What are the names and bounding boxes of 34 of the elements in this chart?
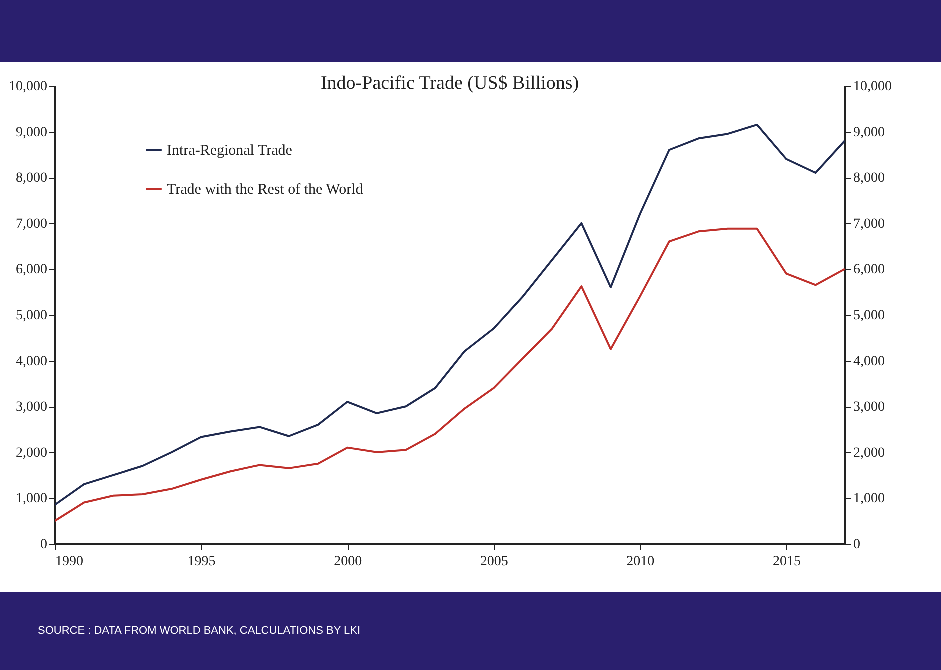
y2-tick-label: 2,000: [854, 446, 885, 461]
x-tick-label: 1990: [56, 554, 84, 570]
y2-tick-label: 5,000: [854, 308, 885, 324]
y2-tick-label: 6,000: [854, 262, 885, 278]
x-tick-label: 1995: [188, 554, 216, 570]
y2-tick-label: 7,000: [854, 216, 885, 232]
y2-tick-label: 3,000: [854, 400, 885, 416]
x-tick-label: 2010: [626, 554, 655, 570]
y2-tick-label: 1,000: [854, 492, 885, 507]
y2-tick-label: 9,000: [854, 125, 885, 140]
y2-tick-label: 8,000: [854, 171, 885, 186]
source-note: SOURCE : DATA FROM WORLD BANK, CALCULATIONS BY LKI: [38, 625, 361, 637]
chart-title: Indo-Pacific Trade (US$ Billions): [320, 73, 580, 94]
x-tick-label: 2000: [334, 554, 362, 570]
y-tick-label: 6,000: [16, 262, 48, 278]
y-tick-label: 1,000: [16, 492, 48, 507]
y-tick-label: 3,000: [16, 400, 48, 416]
y-tick-label: 2,000: [16, 446, 48, 461]
y-tick-label: 5,000: [16, 308, 48, 324]
x-tick-label: 2005: [480, 554, 508, 570]
x-tick-label: 2015: [772, 554, 801, 570]
y-tick-label: 0: [40, 538, 48, 552]
line-series: [55, 228, 845, 522]
y-tick-label: 10,000: [9, 80, 48, 94]
y2-tick-label: 4,000: [854, 354, 885, 370]
y-tick-label: 8,000: [16, 171, 48, 186]
y-tick-label: 9,000: [16, 125, 48, 140]
legend-label: Trade with the Rest of the World: [167, 182, 364, 198]
y-tick-label: 7,000: [16, 216, 48, 232]
line-series: [55, 124, 845, 506]
y2-tick-label: 10,000: [854, 80, 892, 94]
y2-tick-label: 0: [854, 538, 860, 552]
legend-label: Intra-Regional Trade: [167, 143, 293, 159]
y-tick-label: 4,000: [16, 354, 48, 370]
